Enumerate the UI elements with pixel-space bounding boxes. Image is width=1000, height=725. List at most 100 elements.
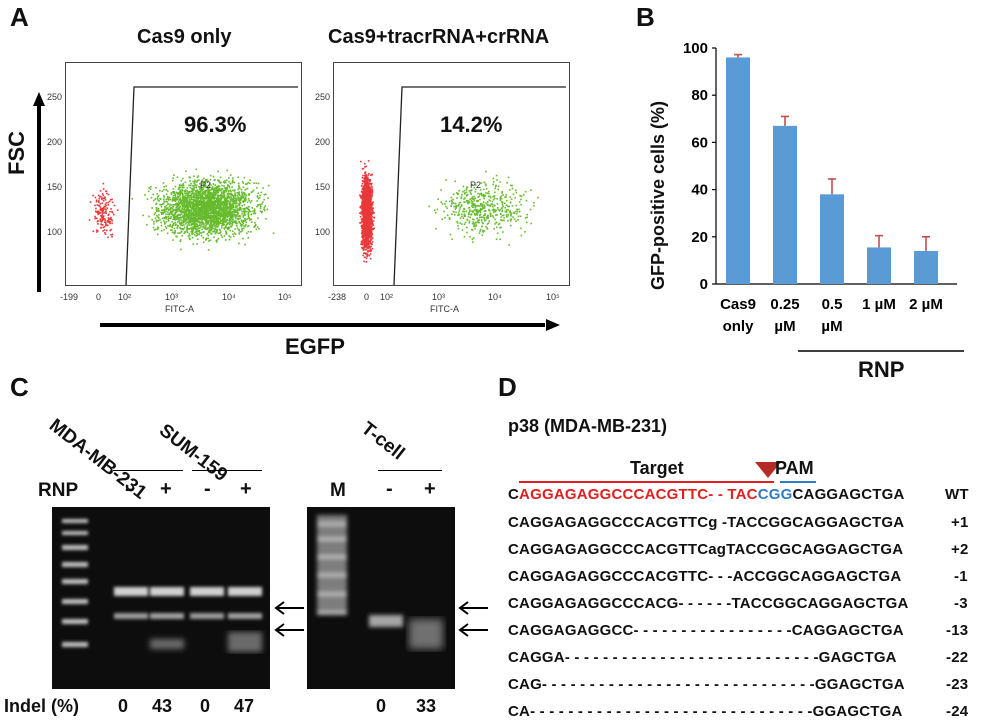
cell-line-sum: SUM-159 — [155, 420, 232, 486]
egfp-axis-label: EGFP — [285, 334, 345, 359]
x-tick-label: only — [723, 318, 754, 335]
ytick: 150 — [314, 182, 330, 192]
x-tick-label: 1 µM — [862, 296, 896, 313]
y-tick-label: 100 — [683, 40, 708, 57]
plot1-xtick-3: 10⁴ — [222, 292, 236, 302]
wt-target: AGGAGAGGCCCACGTTC- - TAC — [519, 486, 758, 503]
cleavage-arrows-left — [274, 601, 304, 637]
y-tick-label: 20 — [691, 229, 708, 246]
ytick: 250 — [314, 92, 330, 102]
flow-scatter-1 — [88, 86, 298, 285]
target-label: Target — [630, 458, 684, 478]
plot2-yticks: 250 200 150 100 — [312, 75, 330, 255]
lane-minus-3: - — [386, 478, 393, 500]
ladder-band — [62, 531, 88, 535]
ladder-band — [62, 562, 88, 567]
egfp-axis-arrow — [100, 319, 560, 331]
plot1-xtick-2: 10³ — [165, 292, 179, 302]
plot1-title: Cas9 only — [137, 26, 232, 48]
bar-chart: 0 20 40 60 80 100 Cas9 only 0.25 µM 0.5 µM 1 µM 2 µM — [683, 40, 964, 352]
indel-value: 43 — [152, 696, 173, 716]
bar — [914, 250, 938, 284]
lane-plus-3: + — [424, 478, 436, 500]
panel-d-title: p38 (MDA-MB-231) — [508, 416, 668, 436]
plot2-percent: 14.2% — [440, 112, 503, 137]
pam-label: PAM — [775, 458, 814, 478]
allele-sequence: CAGGAGAGGCC- - - - - - - - - - - - - - -… — [508, 622, 904, 639]
allele-indel: -1 — [954, 568, 968, 585]
y-tick-label: 80 — [691, 87, 708, 104]
wt-pam: CGG — [757, 486, 793, 503]
gel-image-left — [52, 507, 270, 689]
target-underline — [519, 481, 774, 483]
plot1-gate-label: P2 — [200, 180, 212, 190]
x-tick-label: Cas9 — [720, 296, 756, 313]
allele-sequence: CAGGA- - - - - - - - - - - - - - - - - -… — [508, 649, 897, 666]
lane-plus-1: + — [160, 478, 172, 500]
plot2-title: Cas9+tracrRNA+crRNA — [328, 26, 550, 48]
plot2-gate-label: P2 — [470, 180, 482, 190]
plot2-min-tick: -238 — [328, 292, 347, 302]
bar — [867, 247, 891, 284]
y-tick-label: 60 — [691, 134, 708, 151]
ytick: 100 — [46, 227, 62, 237]
lane-minus-2: - — [204, 478, 211, 500]
indel-value: 0 — [118, 696, 129, 716]
plot2-xtick-4: 10⁵ — [546, 292, 560, 302]
bar — [726, 57, 750, 284]
ytick: 200 — [314, 137, 330, 147]
ytick: 100 — [314, 227, 330, 237]
ladder-band — [62, 545, 88, 550]
allele-indel: -13 — [946, 622, 969, 639]
bar — [773, 125, 797, 284]
fsc-axis-label: FSC — [4, 131, 29, 175]
panel-a-letter: A — [10, 2, 29, 32]
allele-sequence: CAGGAGAGGCCCACG- - - - - -TACCGGCAGGAGCT… — [508, 595, 909, 612]
x-tick-label: 0.5 — [822, 296, 843, 313]
ladder-band — [62, 579, 88, 584]
flow-scatter-2 — [359, 86, 566, 285]
cut-site-marker — [755, 462, 781, 478]
allele-sequence: CA- - - - - - - - - - - - - - - - - - - … — [508, 703, 903, 720]
y-tick-label: 0 — [700, 276, 708, 293]
wt-prefix: C — [508, 486, 520, 503]
indel-value: 0 — [376, 696, 387, 716]
plot2-xtick-0: 0 — [364, 292, 370, 302]
allele-indel: -23 — [946, 676, 969, 693]
plot1-xlabel: FITC-A — [165, 304, 194, 314]
flow-plot-cas9-only — [65, 62, 302, 286]
allele-indel: +2 — [951, 541, 969, 558]
panel-b-letter: B — [636, 2, 655, 32]
x-tick-label: µM — [774, 318, 795, 335]
allele-sequence: CAGGAGAGGCCCACGTTCg -TACCGGCAGGAGCTGA — [508, 514, 905, 531]
indel-value: 33 — [416, 696, 437, 716]
indel-label: Indel (%) — [4, 696, 79, 716]
rnp-axis-label: RNP — [858, 357, 905, 382]
allele-indel: -24 — [946, 703, 969, 720]
lane-plus-2: + — [240, 478, 252, 500]
plot1-yticks: 250 200 150 100 — [44, 75, 62, 255]
rnp-row-label: RNP — [38, 480, 79, 501]
gel-bands-left — [62, 519, 262, 652]
fsc-axis-arrow — [33, 92, 45, 292]
gel-image-right — [307, 507, 455, 689]
group-line-mda — [113, 470, 183, 471]
ladder-band — [62, 599, 88, 604]
cell-line-tcell: T-cell — [357, 418, 409, 465]
group-line-tcell — [378, 470, 442, 471]
plot2-xtick-2: 10³ — [432, 292, 446, 302]
wt-label: WT — [945, 486, 969, 503]
bar — [820, 194, 844, 284]
flow-plot-cas9-rnp — [333, 62, 570, 286]
plot2-xtick-1: 10² — [380, 292, 394, 302]
allele-sequence: CAGGAGAGGCCCACGTTCagTACCGGCAGGAGCTGA — [508, 541, 904, 558]
wt-sequence: CAGGAGAGGCCCACGTTC- - TACCGGCAGGAGCTGA — [508, 486, 905, 503]
ytick: 200 — [46, 137, 62, 147]
panel-c-letter: C — [10, 372, 29, 402]
gel-bands-right — [317, 515, 443, 649]
panel-d-letter: D — [498, 372, 517, 402]
plot1-min-tick: -199 — [60, 292, 79, 302]
ladder-band — [62, 619, 88, 624]
ladder-band — [62, 519, 88, 523]
y-tick-label: 40 — [691, 182, 708, 199]
